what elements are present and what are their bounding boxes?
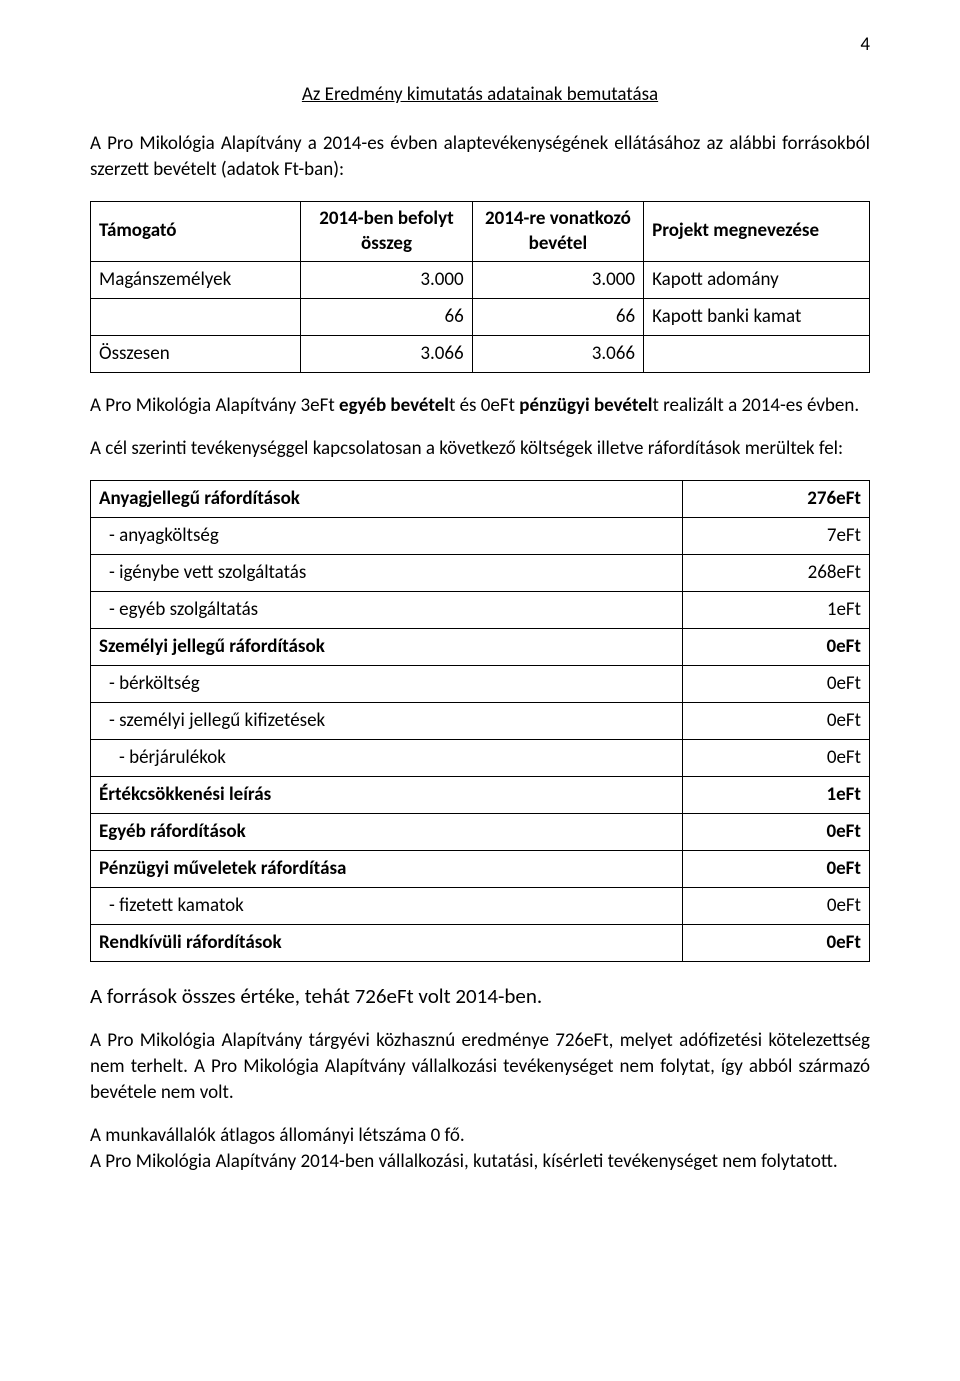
table-row: - fizetett kamatok0eFt — [91, 888, 870, 925]
table-row: - személyi jellegű kifizetések0eFt — [91, 703, 870, 740]
after-table1-paragraph-a: A Pro Mikológia Alapítvány 3eFt egyéb be… — [90, 393, 870, 419]
table-cell: 3.066 — [301, 335, 472, 372]
table-cell: 66 — [301, 298, 472, 335]
table-row: 6666Kapott banki kamat — [91, 298, 870, 335]
table-header-row: Támogató2014-ben befolyt összeg2014-re v… — [91, 201, 870, 261]
table-row: Rendkívüli ráfordítások0eFt — [91, 925, 870, 962]
table-header-cell: 2014-ben befolyt összeg — [301, 201, 472, 261]
expense-value: 7eFt — [683, 518, 870, 555]
table-header-cell: Támogató — [91, 201, 301, 261]
table-row: Magánszemélyek3.0003.000Kapott adomány — [91, 261, 870, 298]
expense-value: 276eFt — [683, 481, 870, 518]
expense-label: Pénzügyi műveletek ráfordítása — [91, 851, 683, 888]
expense-value: 1eFt — [683, 592, 870, 629]
expense-label: - egyéb szolgáltatás — [91, 592, 683, 629]
table-cell: Összesen — [91, 335, 301, 372]
table-row: - egyéb szolgáltatás1eFt — [91, 592, 870, 629]
expense-value: 0eFt — [683, 666, 870, 703]
table-cell: Kapott banki kamat — [644, 298, 870, 335]
text-bold: egyéb bevétel — [339, 394, 449, 417]
table-cell: Magánszemélyek — [91, 261, 301, 298]
table-header-cell: Projekt megnevezése — [644, 201, 870, 261]
after-table1-paragraph-b: A cél szerinti tevékenységgel kapcsolato… — [90, 436, 870, 462]
table-row: Értékcsökkenési leírás1eFt — [91, 777, 870, 814]
table-row: - igénybe vett szolgáltatás268eFt — [91, 555, 870, 592]
expense-label: - személyi jellegű kifizetések — [91, 703, 683, 740]
expense-label: - fizetett kamatok — [91, 888, 683, 925]
expense-label: Egyéb ráfordítások — [91, 814, 683, 851]
page-title: Az Eredmény kimutatás adatainak bemutatá… — [90, 82, 870, 108]
table-row: - bérköltség0eFt — [91, 666, 870, 703]
text-bold: pénzügyi bevétel — [519, 394, 652, 417]
expense-label: Értékcsökkenési leírás — [91, 777, 683, 814]
text: A Pro Mikológia Alapítvány 3eFt — [90, 394, 339, 417]
table-cell — [91, 298, 301, 335]
table-cell: 3.000 — [301, 261, 472, 298]
expense-value: 1eFt — [683, 777, 870, 814]
table-row: Anyagjellegű ráfordítások276eFt — [91, 481, 870, 518]
expense-label: Rendkívüli ráfordítások — [91, 925, 683, 962]
closing-paragraph: A Pro Mikológia Alapítvány 2014-ben váll… — [90, 1149, 870, 1175]
expense-value: 0eFt — [683, 888, 870, 925]
revenue-table: Támogató2014-ben befolyt összeg2014-re v… — [90, 201, 870, 373]
expense-value: 268eFt — [683, 555, 870, 592]
expense-value: 0eFt — [683, 814, 870, 851]
expense-value: 0eFt — [683, 703, 870, 740]
closing-section: A források összes értéke, tehát 726eFt v… — [90, 982, 870, 1175]
table-cell: 3.066 — [472, 335, 643, 372]
expense-label: Személyi jellegű ráfordítások — [91, 629, 683, 666]
expense-value: 0eFt — [683, 925, 870, 962]
table-cell: 66 — [472, 298, 643, 335]
expense-label: - anyagköltség — [91, 518, 683, 555]
table-row: Összesen3.0663.066 — [91, 335, 870, 372]
table-row: Személyi jellegű ráfordítások0eFt — [91, 629, 870, 666]
expense-label: - bérköltség — [91, 666, 683, 703]
table-cell — [644, 335, 870, 372]
table-cell: 3.000 — [472, 261, 643, 298]
expense-value: 0eFt — [683, 851, 870, 888]
table-row: - bérjárulékok0eFt — [91, 740, 870, 777]
expense-label: - igénybe vett szolgáltatás — [91, 555, 683, 592]
text: t realizált a 2014-es évben. — [652, 394, 859, 417]
expense-value: 0eFt — [683, 740, 870, 777]
closing-paragraph: A Pro Mikológia Alapítvány tárgyévi közh… — [90, 1028, 870, 1105]
closing-paragraph: A munkavállalók átlagos állományi létszá… — [90, 1123, 870, 1149]
expense-label: - bérjárulékok — [91, 740, 683, 777]
table-cell: Kapott adomány — [644, 261, 870, 298]
expenses-table: Anyagjellegű ráfordítások276eFt- anyagkö… — [90, 480, 870, 962]
intro-paragraph: A Pro Mikológia Alapítvány a 2014-es évb… — [90, 131, 870, 182]
table-row: Pénzügyi műveletek ráfordítása0eFt — [91, 851, 870, 888]
closing-paragraph: A források összes értéke, tehát 726eFt v… — [90, 982, 870, 1010]
page-number: 4 — [90, 32, 870, 58]
table-row: - anyagköltség7eFt — [91, 518, 870, 555]
expense-value: 0eFt — [683, 629, 870, 666]
table-row: Egyéb ráfordítások0eFt — [91, 814, 870, 851]
text: t és 0eFt — [449, 394, 519, 417]
table-header-cell: 2014-re vonatkozó bevétel — [472, 201, 643, 261]
expense-label: Anyagjellegű ráfordítások — [91, 481, 683, 518]
